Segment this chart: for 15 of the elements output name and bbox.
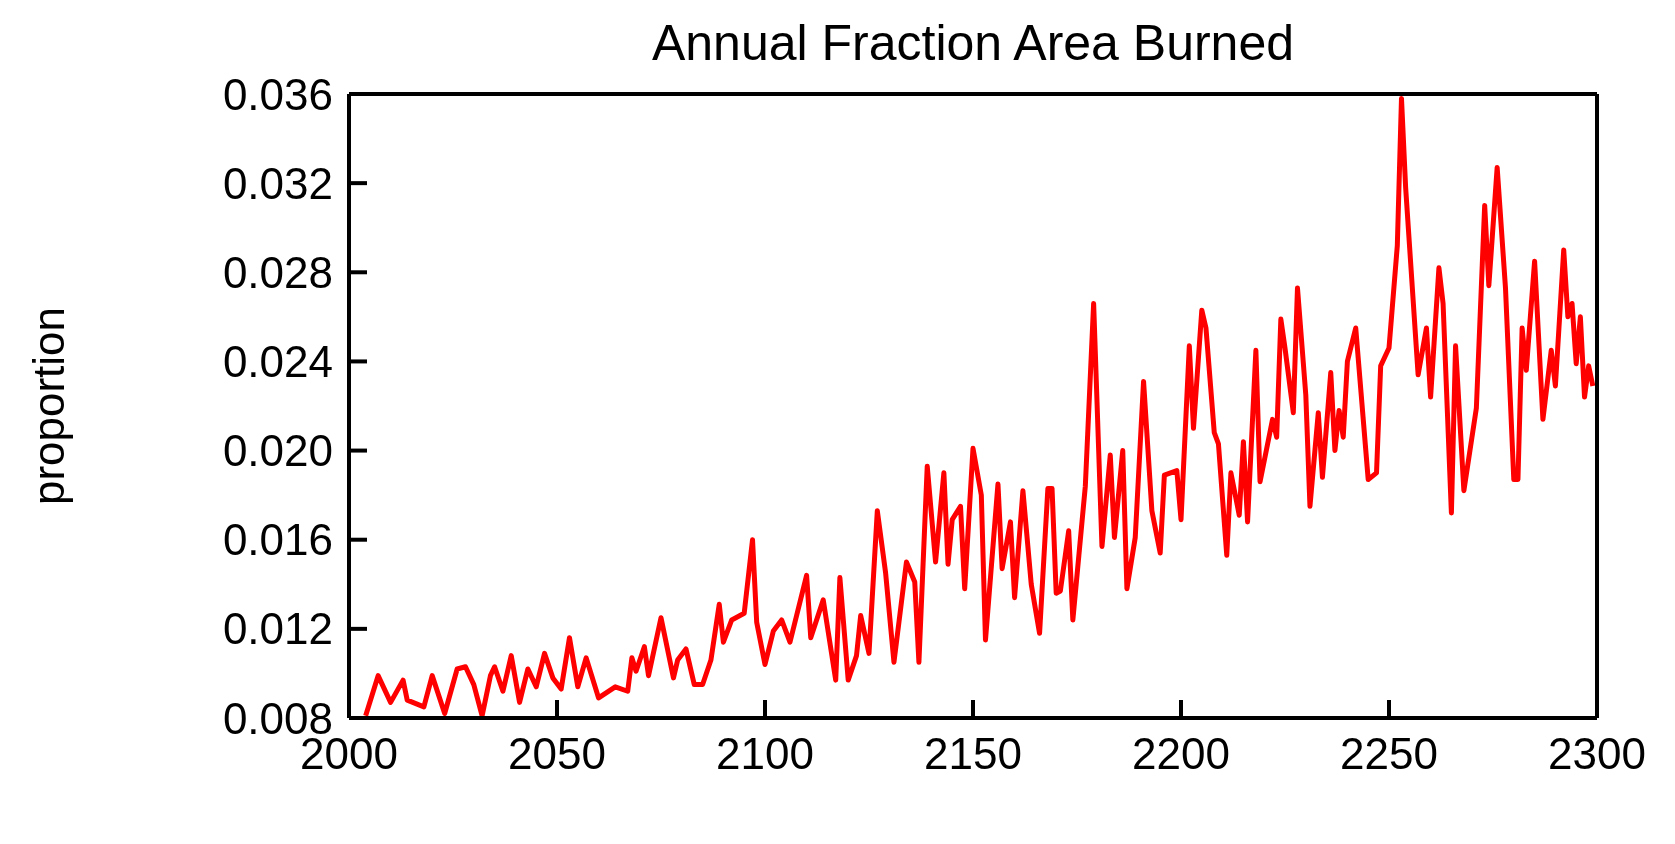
x-tick-label: 2050 xyxy=(508,729,606,779)
y-tick-label: 0.024 xyxy=(222,337,333,387)
y-tick-label: 0.028 xyxy=(222,247,333,297)
y-tick-label: 0.020 xyxy=(222,426,333,476)
x-tick-label: 2200 xyxy=(1132,729,1230,779)
x-tick-label: 2250 xyxy=(1340,729,1438,779)
y-axis-title: proportion xyxy=(23,306,73,506)
x-tick-label: 2300 xyxy=(1548,729,1646,779)
x-tick-label: 2100 xyxy=(716,729,814,779)
chart-title: Annual Fraction Area Burned xyxy=(650,14,1296,73)
y-tick-label: 0.036 xyxy=(222,69,333,119)
x-tick-label: 2150 xyxy=(924,729,1022,779)
y-tick-label: 0.012 xyxy=(222,604,333,654)
y-tick-label: 0.016 xyxy=(222,515,333,565)
y-tick-label: 0.032 xyxy=(222,158,333,208)
